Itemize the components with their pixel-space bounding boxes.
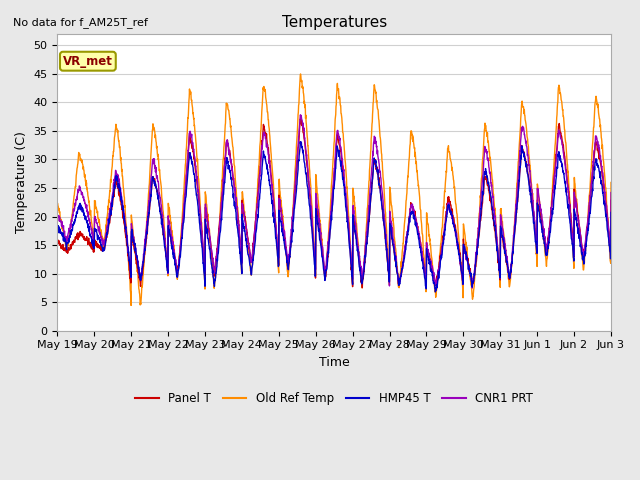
Title: Temperatures: Temperatures bbox=[282, 15, 387, 30]
Text: VR_met: VR_met bbox=[63, 55, 113, 68]
Legend: Panel T, Old Ref Temp, HMP45 T, CNR1 PRT: Panel T, Old Ref Temp, HMP45 T, CNR1 PRT bbox=[131, 387, 538, 409]
Y-axis label: Temperature (C): Temperature (C) bbox=[15, 132, 28, 233]
X-axis label: Time: Time bbox=[319, 356, 349, 369]
Text: No data for f_AM25T_ref: No data for f_AM25T_ref bbox=[13, 17, 148, 28]
